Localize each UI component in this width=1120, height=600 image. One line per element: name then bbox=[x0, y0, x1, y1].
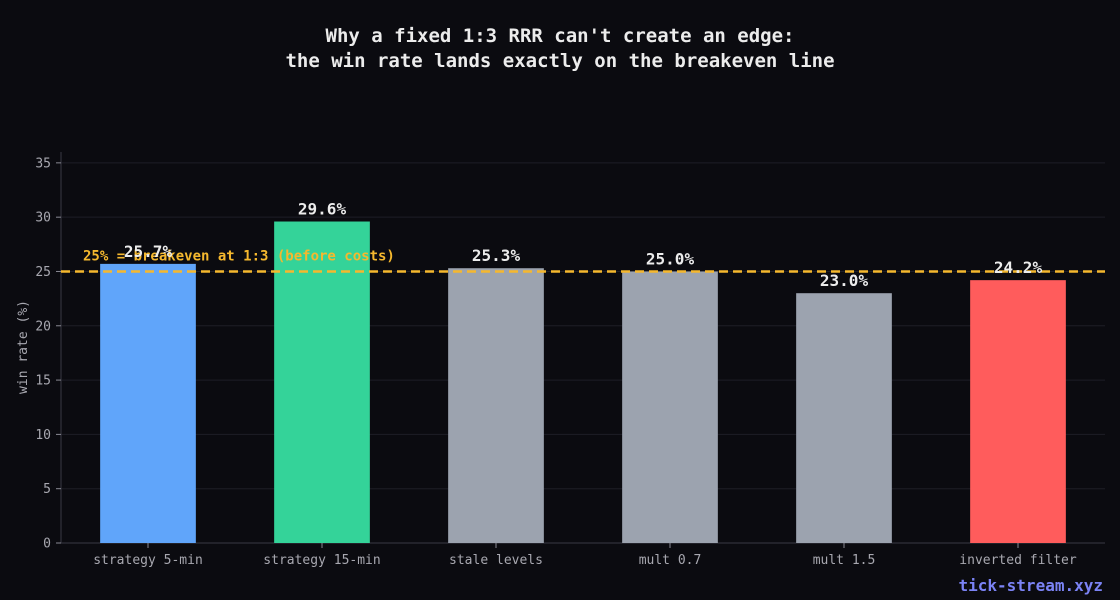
bars bbox=[100, 221, 1066, 543]
x-axis-categories: strategy 5-min strategy 15-min stale level… bbox=[93, 543, 1077, 568]
x-tick-label: strategy 15-min bbox=[263, 553, 380, 568]
y-axis-title: win rate (%) bbox=[16, 300, 31, 394]
bar bbox=[100, 263, 196, 543]
breakeven-label: 25% = breakeven at 1:3 (before costs) bbox=[83, 248, 395, 264]
y-tick-label: 10 bbox=[35, 428, 51, 443]
y-tick-label: 35 bbox=[35, 156, 51, 171]
bar bbox=[448, 268, 544, 543]
y-tick-label: 0 bbox=[43, 537, 51, 552]
data-labels: 25.7% 29.6% 25.3% 25.0% 23.0% 24.2% bbox=[124, 200, 1043, 291]
gridlines bbox=[60, 152, 1105, 544]
bar bbox=[796, 293, 892, 543]
watermark-link[interactable]: tick-stream.xyz bbox=[959, 576, 1104, 595]
x-tick-label: mult 0.7 bbox=[639, 553, 702, 568]
bar bbox=[274, 221, 370, 543]
y-tick-label: 30 bbox=[35, 211, 51, 226]
y-tick-label: 5 bbox=[43, 482, 51, 497]
bar bbox=[970, 280, 1066, 543]
y-tick-label: 20 bbox=[35, 319, 51, 334]
x-tick-label: stale levels bbox=[449, 553, 543, 568]
y-tick-label: 15 bbox=[35, 374, 51, 389]
x-tick-label: inverted filter bbox=[959, 553, 1077, 568]
data-label: 29.6% bbox=[298, 200, 347, 219]
chart-title-line-2: the win rate lands exactly on the breake… bbox=[285, 50, 834, 72]
data-label: 25.7% bbox=[124, 242, 173, 261]
x-tick-label: strategy 5-min bbox=[93, 553, 203, 568]
data-label: 25.3% bbox=[472, 246, 521, 265]
x-tick-label: mult 1.5 bbox=[813, 553, 876, 568]
y-tick-label: 25 bbox=[35, 265, 51, 280]
y-axis-ticks: 0 5 10 15 20 25 30 35 bbox=[35, 156, 61, 552]
data-label: 24.2% bbox=[994, 258, 1043, 277]
data-label: 23.0% bbox=[820, 271, 869, 290]
breakeven-reference: 25% = breakeven at 1:3 (before costs) bbox=[61, 248, 1105, 273]
data-label: 25.0% bbox=[646, 249, 695, 268]
bar bbox=[622, 271, 718, 543]
chart-title-line-1: Why a fixed 1:3 RRR can't create an edge… bbox=[326, 25, 795, 47]
